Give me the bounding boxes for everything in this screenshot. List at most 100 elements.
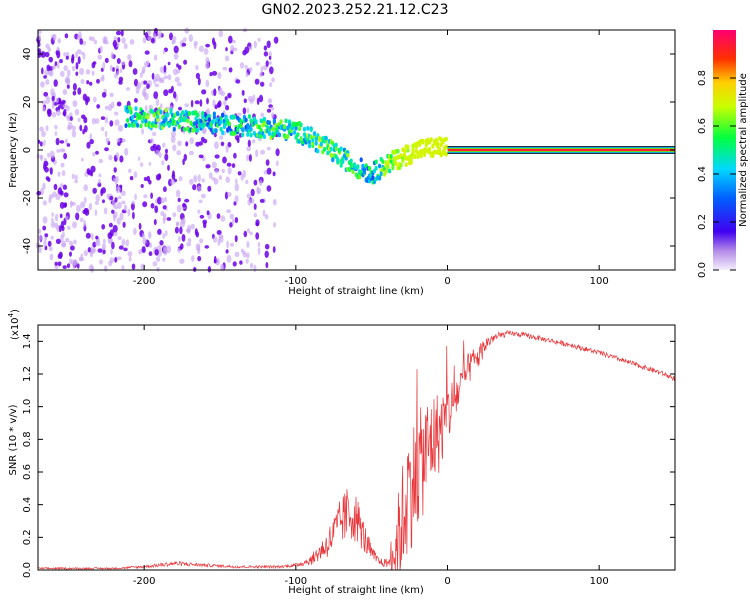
spectrogram-ridge-point bbox=[356, 164, 360, 170]
spectrogram-noise-point bbox=[102, 199, 105, 204]
spectrogram-noise-point bbox=[42, 225, 47, 231]
spectrogram-noise-point bbox=[268, 55, 272, 60]
spectrogram-ridge-point bbox=[359, 157, 363, 163]
spectrogram-noise-point bbox=[127, 208, 131, 217]
spectrogram-noise-point bbox=[260, 149, 266, 155]
spectrogram-noise-point bbox=[172, 212, 177, 218]
spectrogram-ridge-point bbox=[389, 154, 393, 159]
spectrogram-noise-point bbox=[128, 60, 133, 68]
spectrogram-noise-point bbox=[116, 138, 121, 143]
spectrogram-noise-point bbox=[248, 154, 252, 162]
spectrogram-noise-point bbox=[187, 237, 192, 243]
spectrogram-noise-point bbox=[45, 176, 50, 181]
spectrogram-noise-point bbox=[155, 149, 160, 156]
spectrogram-noise-point bbox=[113, 167, 117, 173]
spectrogram-noise-point bbox=[244, 64, 248, 70]
spectrogram-x-ticks: -200 -100 0 100 bbox=[133, 30, 609, 287]
spectrogram-ridge-point bbox=[319, 141, 323, 147]
spectrogram-noise-point bbox=[62, 89, 68, 95]
spectrogram-noise-point bbox=[184, 103, 189, 108]
spectrogram-ridge-point bbox=[378, 175, 382, 181]
spectrogram-noise-point bbox=[208, 172, 213, 179]
spectrogram-noise-point bbox=[182, 37, 187, 42]
colorbar-tick-label: 0.2 bbox=[697, 214, 708, 230]
spectrogram-ridge-point bbox=[349, 158, 353, 164]
spectrogram-noise-point bbox=[249, 198, 255, 205]
spectrogram-noise-point bbox=[115, 186, 121, 194]
spectrogram-noise-point bbox=[51, 212, 54, 218]
spectrogram-ridge-point bbox=[272, 132, 276, 137]
spectrogram-noise-point bbox=[269, 66, 274, 75]
spectrogram-noise-point bbox=[61, 240, 67, 248]
spectrogram-noise-point bbox=[87, 170, 93, 176]
spectrogram-noise-point bbox=[123, 247, 128, 252]
spectrogram-ridge-point bbox=[186, 118, 190, 124]
spectrogram-noise-point bbox=[38, 246, 42, 254]
spectrogram-noise-point bbox=[183, 59, 188, 65]
spectrogram-noise-point bbox=[223, 100, 227, 107]
spectrogram-ridge-point bbox=[267, 120, 271, 126]
spectrogram-noise-point bbox=[67, 225, 71, 230]
spectrogram-noise-point bbox=[233, 152, 237, 159]
spectrogram-noise-point bbox=[55, 97, 59, 103]
spectrogram-noise-point bbox=[236, 137, 240, 144]
spectrogram-ridge-point bbox=[194, 116, 198, 121]
spectrogram-noise-point bbox=[38, 234, 43, 242]
spectrogram-noise-point bbox=[60, 183, 64, 188]
spectrogram-noise-point bbox=[81, 157, 84, 162]
spectrogram-noise-point bbox=[77, 117, 81, 122]
spectrogram-ridge-point bbox=[154, 123, 158, 129]
spectrogram-noise-point bbox=[148, 231, 152, 239]
spectrogram-noise-point bbox=[176, 204, 182, 213]
spectrogram-noise-point bbox=[131, 200, 135, 205]
spectrogram-y-tick-label: 0 bbox=[22, 147, 33, 153]
spectrogram-noise-point bbox=[109, 120, 114, 127]
spectrogram-noise-point bbox=[239, 62, 245, 69]
spectrogram-ridge-point bbox=[379, 171, 383, 177]
spectrogram-noise-point bbox=[114, 72, 118, 79]
spectrogram-noise-point bbox=[143, 177, 148, 181]
spectrogram-noise-point bbox=[167, 61, 171, 66]
spectrogram-ridge-point bbox=[187, 111, 191, 117]
spectrogram-noise-point bbox=[226, 254, 232, 263]
spectrogram-noise-point bbox=[57, 38, 61, 44]
spectrogram-ridge-point bbox=[282, 124, 287, 130]
spectrogram-noise-point bbox=[128, 168, 132, 174]
spectrogram-noise-point bbox=[101, 91, 107, 98]
spectrogram-ridge-point bbox=[239, 123, 243, 129]
snr-plot-area bbox=[38, 325, 675, 570]
spectrogram-ridge-point bbox=[126, 118, 130, 123]
spectrogram-noise-point bbox=[54, 213, 59, 222]
spectrogram-noise-point bbox=[113, 231, 118, 237]
spectrogram-noise-point bbox=[213, 236, 218, 243]
spectrogram-noise-point bbox=[218, 30, 224, 38]
colorbar-gradient bbox=[713, 30, 736, 270]
spectrogram-noise-point bbox=[245, 258, 249, 264]
spectrogram-noise-point bbox=[58, 104, 61, 110]
spectrogram-ridge-point bbox=[309, 127, 313, 132]
spectrogram-noise-point bbox=[124, 148, 129, 156]
spectrogram-noise-point bbox=[40, 81, 45, 88]
spectrogram-noise-point bbox=[234, 217, 239, 224]
spectrogram-noise-point bbox=[246, 154, 250, 162]
spectrogram-noise-point bbox=[225, 176, 230, 183]
spectrogram-noise-point bbox=[43, 75, 47, 79]
spectrogram-noise-point bbox=[109, 64, 113, 72]
spectrogram-noise-point bbox=[264, 213, 269, 220]
spectrogram-noise-point bbox=[197, 209, 201, 214]
spectrogram-ridge-point bbox=[241, 132, 245, 138]
spectrogram-noise-point bbox=[119, 212, 124, 221]
spectrogram-noise-point bbox=[178, 176, 183, 182]
spectrogram-ridge-point bbox=[336, 158, 340, 164]
spectrogram-ridge-point bbox=[277, 132, 282, 138]
spectrogram-noise-point bbox=[54, 261, 58, 266]
spectrogram-noise-point bbox=[206, 210, 210, 216]
spectrogram-noise-point bbox=[71, 259, 76, 266]
spectrogram-noise-point bbox=[118, 245, 124, 250]
spectrogram-noise-point bbox=[132, 68, 138, 75]
spectrogram-noise-point bbox=[157, 196, 162, 205]
spectrogram-noise-point bbox=[165, 148, 168, 154]
spectrogram-noise-point bbox=[51, 217, 54, 222]
spectrogram-noise-point bbox=[79, 124, 83, 132]
spectrogram-noise-point bbox=[192, 184, 197, 191]
